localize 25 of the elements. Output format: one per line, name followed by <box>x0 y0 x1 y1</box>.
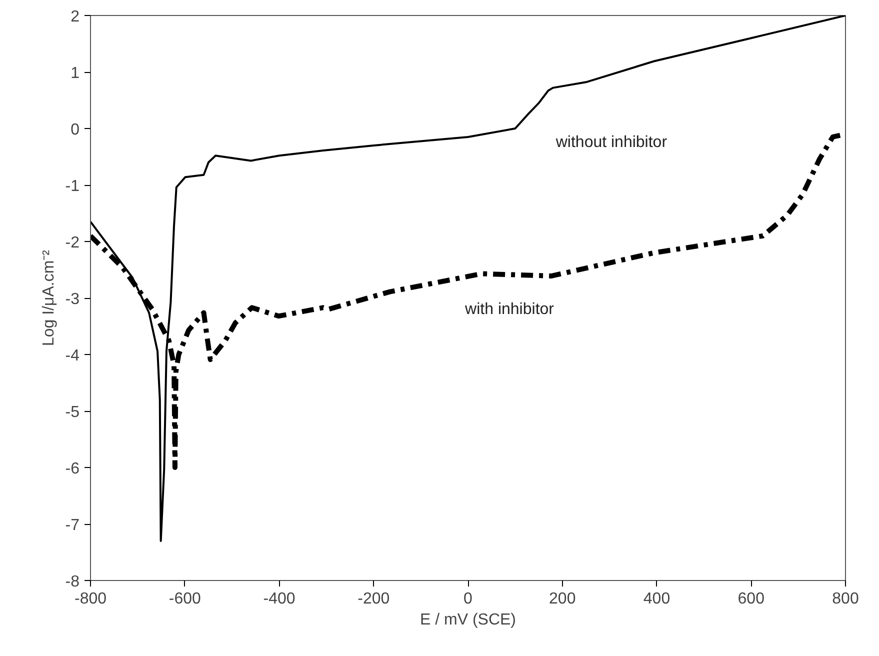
x-tick-label: 400 <box>643 590 670 608</box>
y-tick-label: -4 <box>65 348 80 364</box>
y-tick-label: -5 <box>65 404 80 421</box>
y-tick-label: -1 <box>65 178 80 195</box>
x-tick-label: -600 <box>168 590 201 608</box>
y-tick-label: 0 <box>70 122 80 138</box>
y-tick-label: -6 <box>65 460 80 478</box>
x-tick-label: 800 <box>832 590 859 608</box>
x-tick-label: 200 <box>549 590 576 608</box>
annotation: without inhibitor <box>554 134 668 152</box>
x-tick-label: 0 <box>464 590 473 608</box>
x-axis-title: E / mV (SCE) <box>420 612 516 628</box>
y-tick-label: -8 <box>65 574 80 590</box>
y-tick-label: -7 <box>65 517 80 534</box>
annotation: with inhibitor <box>464 300 555 318</box>
x-tick-label: -200 <box>358 590 390 608</box>
x-tick-label: -800 <box>74 590 107 608</box>
y-tick-label: 2 <box>70 8 80 26</box>
y-tick-label: 1 <box>70 65 80 82</box>
y-axis-title: Log I/μA.cm⁻² <box>40 249 58 346</box>
line-series <box>90 16 846 542</box>
x-tick-label: 600 <box>738 590 765 608</box>
x-tick-label: -400 <box>263 590 296 608</box>
y-tick-label: -3 <box>65 291 80 308</box>
y-tick-label: -2 <box>65 234 80 252</box>
